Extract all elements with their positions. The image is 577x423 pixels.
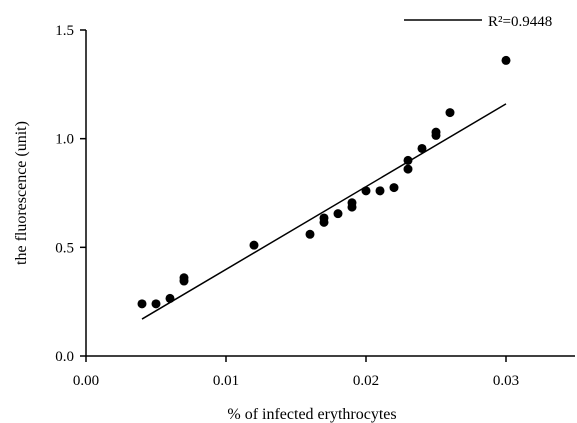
- x-tick-label: 0.03: [493, 373, 519, 389]
- data-point: [501, 55, 511, 65]
- y-tick-label: 0.0: [55, 349, 74, 365]
- data-point: [417, 143, 427, 153]
- data-point: [137, 299, 147, 309]
- x-tick-label: 0.01: [213, 373, 239, 389]
- data-points: [137, 55, 511, 309]
- data-point: [305, 229, 315, 239]
- legend: R²=0.9448: [404, 14, 552, 30]
- data-point: [389, 183, 399, 193]
- data-point: [431, 127, 441, 137]
- data-point: [361, 186, 371, 196]
- x-axis-label: % of infected erythrocytes: [227, 406, 396, 423]
- y-tick-label: 1.0: [55, 132, 74, 148]
- x-tick-label: 0.00: [73, 373, 99, 389]
- data-point: [165, 293, 175, 303]
- data-point: [333, 209, 343, 219]
- data-point: [375, 186, 385, 196]
- data-point: [445, 108, 455, 118]
- data-point: [151, 299, 161, 309]
- data-point: [347, 198, 357, 208]
- y-ticks: 0.0 0.5 1.0 1.5: [55, 23, 86, 365]
- data-point: [179, 273, 189, 283]
- fit-line: [141, 103, 507, 320]
- data-point: [319, 213, 329, 223]
- x-tick-label: 0.02: [353, 373, 379, 389]
- data-point: [249, 240, 259, 250]
- axes: [85, 30, 575, 357]
- data-point: [403, 164, 413, 174]
- y-tick-label: 1.5: [55, 23, 74, 39]
- y-tick-label: 0.5: [55, 240, 74, 256]
- y-axis-label: the fluorescence (unit): [13, 121, 30, 265]
- fit-line-group: [141, 103, 507, 320]
- data-point: [403, 155, 413, 165]
- legend-label: R²=0.9448: [488, 14, 552, 30]
- x-ticks: 0.00 0.01 0.02 0.03: [73, 356, 519, 389]
